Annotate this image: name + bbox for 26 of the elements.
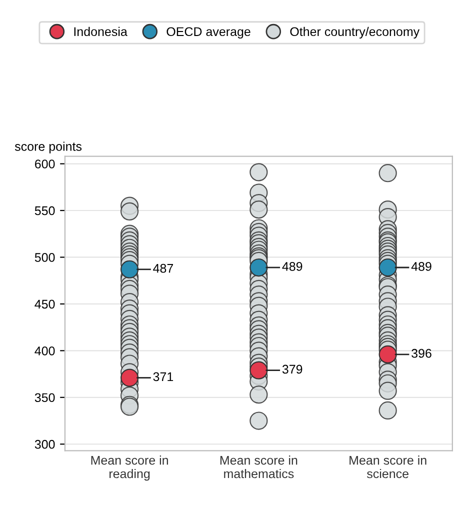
y-axis-title: score points xyxy=(14,142,82,154)
point xyxy=(378,258,397,277)
data-label: 487 xyxy=(153,264,174,273)
legend-label: Indonesia xyxy=(74,26,128,36)
data-label: 396 xyxy=(412,348,432,358)
y-tick-label: 300 xyxy=(34,440,55,449)
point xyxy=(250,258,268,277)
point xyxy=(120,260,139,278)
data-label: 489 xyxy=(282,262,302,271)
y-tick-label: 500 xyxy=(34,253,55,262)
data-label: 379 xyxy=(282,364,302,374)
data-label: 489 xyxy=(411,262,432,271)
y-tick-label: 350 xyxy=(34,393,55,402)
x-tick-label: Mean score in mathematics xyxy=(220,456,298,478)
y-tick-label: 550 xyxy=(34,206,55,216)
data-label: 371 xyxy=(153,372,174,382)
point xyxy=(378,345,397,364)
x-tick-label: Mean score in science xyxy=(350,456,426,478)
y-tick-label: 450 xyxy=(34,300,55,309)
y-tick-label: 600 xyxy=(35,160,55,168)
point xyxy=(250,361,268,380)
point xyxy=(120,368,139,387)
legend-label: OECD average xyxy=(166,27,250,39)
y-tick-label: 400 xyxy=(34,346,55,356)
x-tick-label: Mean score in reading xyxy=(91,456,168,481)
legend-label: Other country/economy xyxy=(290,26,420,39)
